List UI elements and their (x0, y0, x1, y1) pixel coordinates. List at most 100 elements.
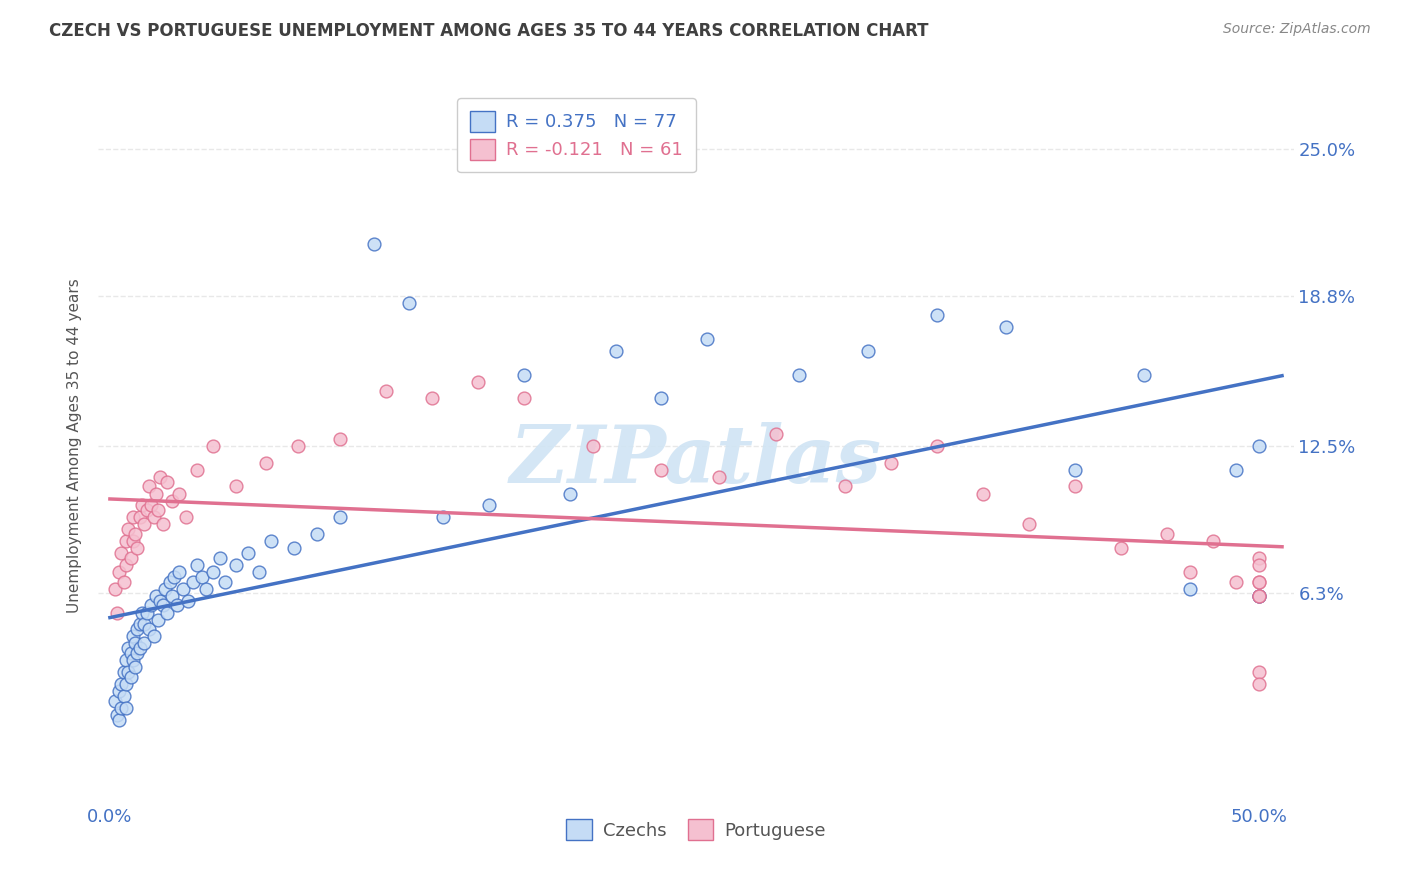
Point (149, 593, 172, 607)
Point (138, 479, 160, 493)
Point (124, 660, 146, 674)
Point (195, 582, 218, 596)
Point (174, 510, 197, 524)
Point (122, 534, 145, 549)
Point (1247, 439, 1270, 453)
Point (1178, 582, 1201, 596)
Point (127, 646, 149, 660)
Point (374, 384, 396, 399)
Point (1133, 368, 1156, 382)
Point (115, 558, 138, 572)
Point (177, 593, 200, 607)
Point (112, 689, 135, 703)
Point (105, 606, 128, 620)
Point (254, 456, 277, 470)
Point (110, 546, 132, 560)
Point (115, 677, 138, 691)
Point (1247, 589, 1270, 603)
Point (765, 427, 787, 442)
Point (142, 629, 165, 643)
Point (650, 392, 672, 406)
Point (122, 653, 145, 667)
Point (1225, 463, 1247, 477)
Point (142, 510, 165, 524)
Point (260, 534, 283, 549)
Text: Source: ZipAtlas.com: Source: ZipAtlas.com (1223, 22, 1371, 37)
Point (1018, 517, 1040, 532)
Point (927, 308, 949, 322)
Point (134, 517, 156, 532)
Point (117, 522, 139, 536)
Point (134, 617, 156, 632)
Point (152, 517, 174, 532)
Point (127, 622, 149, 636)
Point (141, 499, 163, 513)
Point (202, 565, 225, 579)
Point (995, 320, 1018, 334)
Point (131, 499, 153, 513)
Point (115, 653, 138, 667)
Point (172, 582, 194, 596)
Point (167, 486, 190, 500)
Point (1156, 527, 1178, 541)
Legend: Czechs, Portuguese: Czechs, Portuguese (560, 812, 832, 847)
Point (128, 641, 150, 656)
Point (145, 486, 167, 500)
Point (605, 343, 627, 358)
Point (1247, 574, 1270, 589)
Point (120, 550, 142, 565)
Point (166, 599, 188, 613)
Point (117, 641, 139, 656)
Point (1109, 541, 1132, 556)
Point (124, 636, 146, 650)
Point (122, 510, 145, 524)
Text: CZECH VS PORTUGUESE UNEMPLOYMENT AMONG AGES 35 TO 44 YEARS CORRELATION CHART: CZECH VS PORTUGUESE UNEMPLOYMENT AMONG A… (49, 22, 929, 40)
Point (1247, 558, 1270, 572)
Point (115, 534, 138, 549)
Point (363, 236, 385, 251)
Point (1064, 479, 1087, 493)
Point (108, 713, 131, 727)
Point (156, 475, 179, 489)
Point (398, 296, 420, 310)
Point (1247, 665, 1270, 679)
Point (707, 470, 730, 484)
Point (112, 665, 135, 679)
Point (138, 622, 160, 636)
Point (478, 499, 501, 513)
Point (156, 606, 179, 620)
Point (167, 565, 190, 579)
Point (148, 503, 170, 517)
Point (834, 479, 856, 493)
Point (160, 589, 183, 603)
Point (650, 463, 672, 477)
Point (134, 636, 156, 650)
Point (191, 570, 214, 584)
Point (181, 574, 204, 589)
Point (1178, 565, 1201, 579)
Point (858, 343, 880, 358)
Point (236, 546, 259, 560)
Point (128, 510, 150, 524)
Point (1247, 589, 1270, 603)
Point (120, 670, 142, 684)
Point (108, 684, 131, 698)
Point (117, 665, 139, 679)
Point (127, 541, 149, 556)
Point (1064, 463, 1087, 477)
Point (214, 574, 236, 589)
Point (696, 332, 718, 346)
Y-axis label: Unemployment Among Ages 35 to 44 years: Unemployment Among Ages 35 to 44 years (67, 278, 83, 614)
Point (512, 368, 534, 382)
Point (1202, 534, 1225, 549)
Point (108, 565, 131, 579)
Point (186, 463, 208, 477)
Point (581, 439, 603, 453)
Point (329, 432, 352, 446)
Point (420, 392, 443, 406)
Point (247, 565, 270, 579)
Point (163, 570, 186, 584)
Point (305, 527, 328, 541)
Point (110, 700, 132, 714)
Point (124, 527, 146, 541)
